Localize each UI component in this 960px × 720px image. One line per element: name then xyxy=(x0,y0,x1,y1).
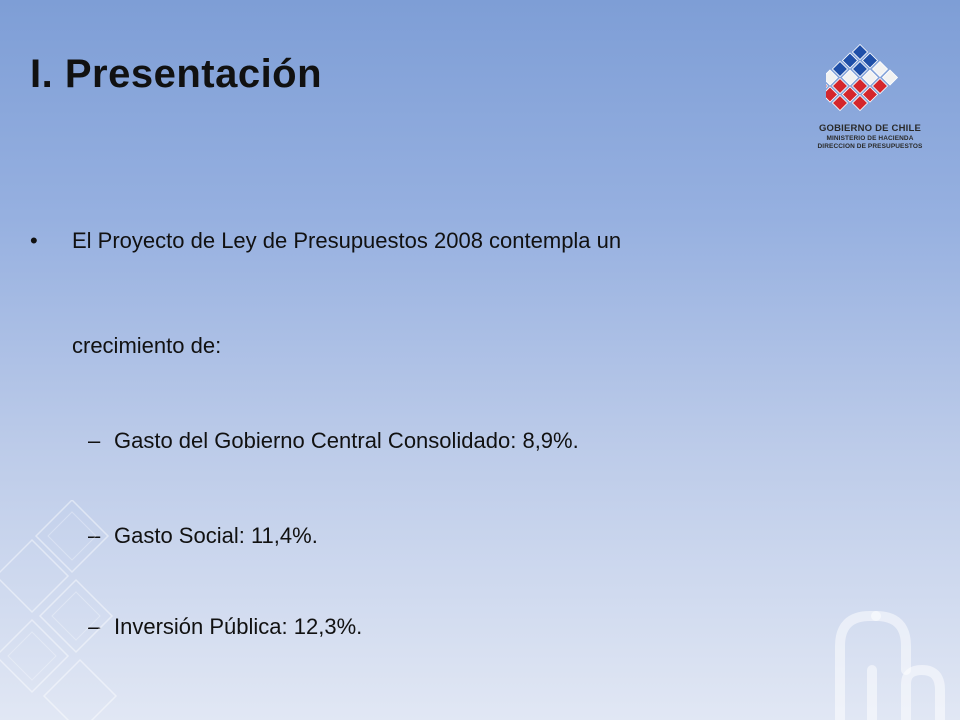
logo-diamond-tile xyxy=(871,60,889,78)
logo-diamond-tile xyxy=(861,69,879,86)
logo-diamond-tile xyxy=(831,77,849,95)
logo-name: GOBIERNO DE CHILE xyxy=(818,123,922,134)
logo-diamond-tile xyxy=(851,94,869,112)
bullet-text-line-1: El Proyecto de Ley de Presupuestos 2008 … xyxy=(72,228,622,253)
logo-diamond-tile xyxy=(861,86,879,103)
bullet-marker: • xyxy=(30,228,38,253)
sub-bullet-marker: – xyxy=(88,614,101,639)
logo-diamond-tile xyxy=(851,60,869,78)
chile-diamond-grid-icon xyxy=(826,44,899,112)
sub-item-gasto-social: Gasto Social: 11,4%. xyxy=(114,523,318,548)
logo-diamond-tile xyxy=(826,86,839,103)
bullet-text-line-2: crecimiento de: xyxy=(72,333,222,358)
logo-diamond-tile xyxy=(851,44,869,61)
logo-diamond-tile xyxy=(861,52,879,69)
logo-diamond-tile xyxy=(826,83,829,89)
slide-title: I. Presentación xyxy=(30,52,323,96)
gobierno-de-chile-logo: GOBIERNO DE CHILE MINISTERIO DE HACIENDA… xyxy=(806,44,934,164)
logo-diamond-tile xyxy=(826,69,839,86)
sub-bullet-marker: – xyxy=(88,428,101,453)
logo-diamond-tile xyxy=(831,60,849,78)
sub-item-inversion-publica: Inversión Pública: 12,3%. xyxy=(114,614,363,639)
logo-diamond-tile xyxy=(841,69,859,86)
logo-diamond-tile xyxy=(871,77,889,95)
sub-item-gasto-gobierno-central: Gasto del Gobierno Central Consolidado: … xyxy=(114,428,579,453)
logo-diamond-tile xyxy=(851,77,869,95)
sub-bullet-marker: – xyxy=(88,523,101,548)
dipres-watermark-icon xyxy=(835,611,945,720)
logo-ministry: MINISTERIO DE HACIENDA xyxy=(826,134,914,142)
logo-department: DIRECCION DE PRESUPUESTOS xyxy=(817,143,923,150)
logo-diamond-tile xyxy=(841,52,859,69)
logo-diamond-tile xyxy=(831,94,849,112)
logo-diamond-tile xyxy=(841,86,859,103)
logo-diamond-tile xyxy=(881,69,899,86)
logo-text: GOBIERNO DE CHILE MINISTERIO DE HACIENDA… xyxy=(806,124,934,151)
decorative-diamond-pattern xyxy=(0,500,118,720)
